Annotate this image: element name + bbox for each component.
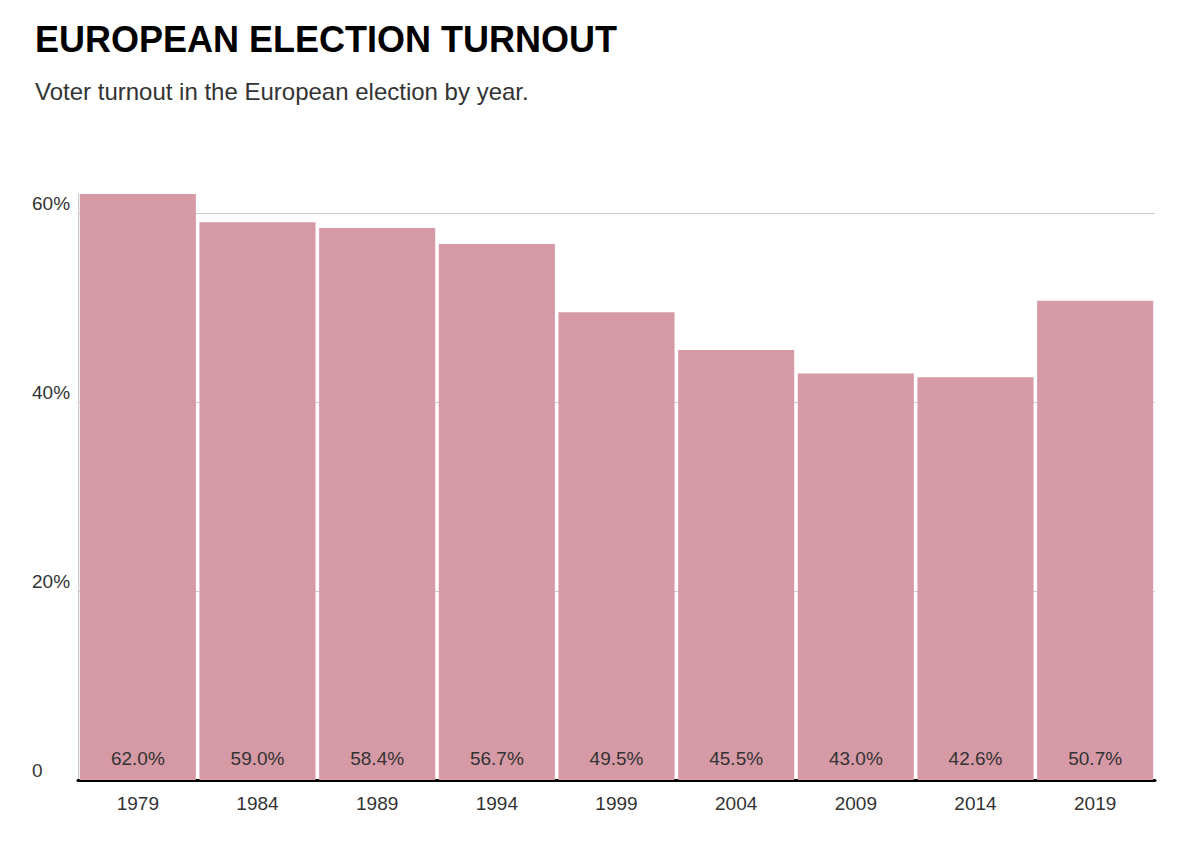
svg-text:1989: 1989 — [356, 793, 398, 814]
svg-text:1979: 1979 — [117, 793, 159, 814]
svg-text:43.0%: 43.0% — [829, 748, 883, 769]
svg-text:62.0%: 62.0% — [111, 748, 165, 769]
svg-text:59.0%: 59.0% — [231, 748, 285, 769]
svg-text:1984: 1984 — [236, 793, 279, 814]
svg-text:2014: 2014 — [954, 793, 997, 814]
svg-text:2019: 2019 — [1074, 793, 1116, 814]
svg-text:20%: 20% — [32, 571, 70, 592]
svg-text:40%: 40% — [32, 382, 70, 403]
svg-text:0: 0 — [32, 760, 43, 781]
svg-text:49.5%: 49.5% — [590, 748, 644, 769]
svg-text:60%: 60% — [32, 193, 70, 214]
svg-text:58.4%: 58.4% — [350, 748, 404, 769]
svg-text:56.7%: 56.7% — [470, 748, 524, 769]
svg-text:2009: 2009 — [835, 793, 877, 814]
svg-text:Voter turnout in the European: Voter turnout in the European election b… — [35, 78, 529, 105]
svg-text:1999: 1999 — [595, 793, 637, 814]
svg-text:2004: 2004 — [715, 793, 758, 814]
svg-text:42.6%: 42.6% — [949, 748, 1003, 769]
svg-text:EUROPEAN ELECTION TURNOUT: EUROPEAN ELECTION TURNOUT — [35, 19, 617, 60]
svg-text:1994: 1994 — [476, 793, 519, 814]
svg-text:45.5%: 45.5% — [709, 748, 763, 769]
svg-text:50.7%: 50.7% — [1068, 748, 1122, 769]
